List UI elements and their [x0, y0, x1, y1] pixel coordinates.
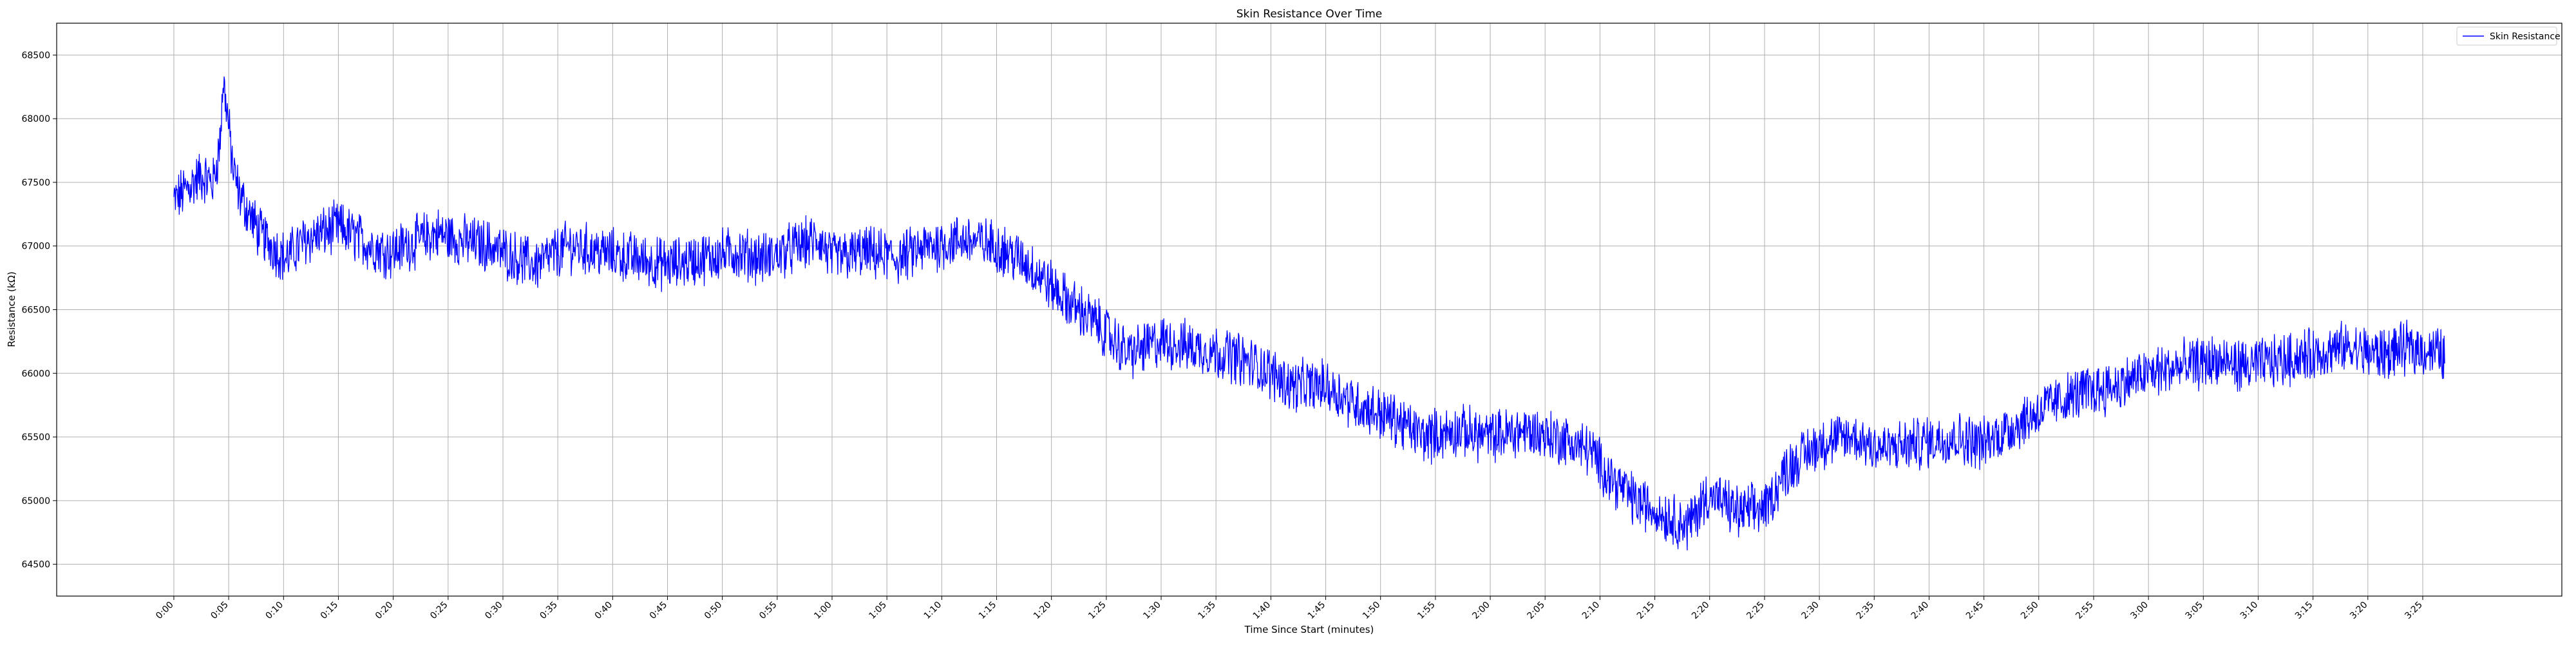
- y-tick-label: 68000: [21, 114, 50, 124]
- y-tick-label: 65500: [21, 432, 50, 443]
- y-tick-label: 68500: [21, 50, 50, 61]
- y-tick-label: 67500: [21, 178, 50, 188]
- y-tick-label: 65000: [21, 496, 50, 507]
- data-layer: [173, 76, 2445, 551]
- y-tick-label: 67000: [21, 242, 50, 252]
- x-axis-label: Time Since Start (minutes): [1244, 624, 1374, 635]
- y-axis-label: Resistance (kΩ): [6, 271, 17, 347]
- y-tick-label: 66000: [21, 369, 50, 379]
- series-line-skin-resistance: [173, 76, 2445, 551]
- y-tick-label: 64500: [21, 560, 50, 570]
- legend-box: [2456, 26, 2557, 46]
- chart-title: Skin Resistance Over Time: [1236, 8, 1382, 21]
- grid: [57, 23, 2562, 596]
- y-tick-label: 66500: [21, 305, 50, 316]
- legend: Skin Resistance: [2456, 26, 2561, 46]
- legend-label-skin-resistance: Skin Resistance: [2490, 32, 2561, 42]
